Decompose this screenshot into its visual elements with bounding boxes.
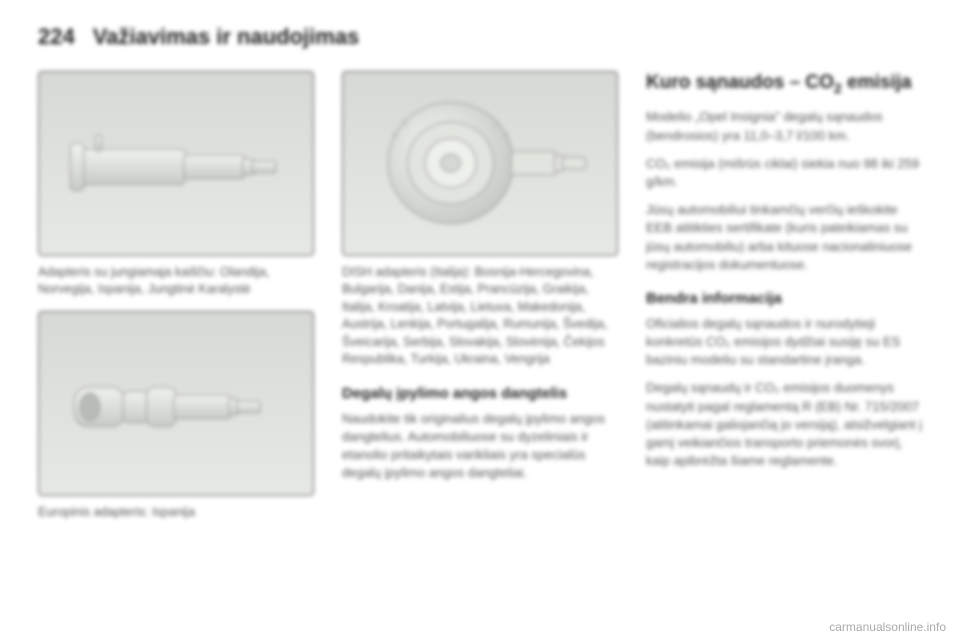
column-3: Kuro sąnaudos – CO2 emisija Modelio „Ope… <box>646 71 922 534</box>
page-title: Važiavimas ir naudojimas <box>93 22 360 53</box>
content-columns: Adapteris su jungiamaja kaiščiu: Olandij… <box>38 71 922 534</box>
column-1: Adapteris su jungiamaja kaiščiu: Olandij… <box>38 71 314 534</box>
caption-euro: Europinis adapteris: Ispanija <box>38 504 314 522</box>
sub-heading-fuel-cap: Degalų įpylimo angos dangtelis <box>342 383 618 404</box>
figure-bayonet-adapter <box>38 71 314 256</box>
caption-dish: DISH adapteris (Italija): Bosnija-Herceg… <box>342 264 618 369</box>
para-regulation: Degalų sąnaudų ir CO₂ emisijos duomenys … <box>646 379 922 470</box>
sub-heading-general: Bendra informacija <box>646 288 922 309</box>
figure-euro-adapter <box>38 311 314 496</box>
watermark-text: carmanualsonline.info <box>829 619 946 636</box>
para-fuel-cap: Naudokite tik originalius degalų įpylimo… <box>342 410 618 483</box>
para-model: Modelio „Opel Insignia" degalų sąnaudos … <box>646 108 922 144</box>
figure-dish-adapter <box>342 71 618 256</box>
section-heading-co2: Kuro sąnaudos – CO2 emisija <box>646 71 922 99</box>
para-official: Oficialios degalų sąnaudos ir nurodytiej… <box>646 315 922 370</box>
para-co2: CO₂ emisija (mišrūs ciklai) siekia nuo 9… <box>646 155 922 191</box>
caption-bayonet: Adapteris su jungiamaja kaiščiu: Olandij… <box>38 264 314 299</box>
page-header: 224 Važiavimas ir naudojimas <box>38 22 922 53</box>
column-2: DISH adapteris (Italija): Bosnija-Herceg… <box>342 71 618 534</box>
para-cert: Jūsų automobiliui tinkamčių verčių ieško… <box>646 201 922 274</box>
page-number: 224 <box>38 22 75 53</box>
